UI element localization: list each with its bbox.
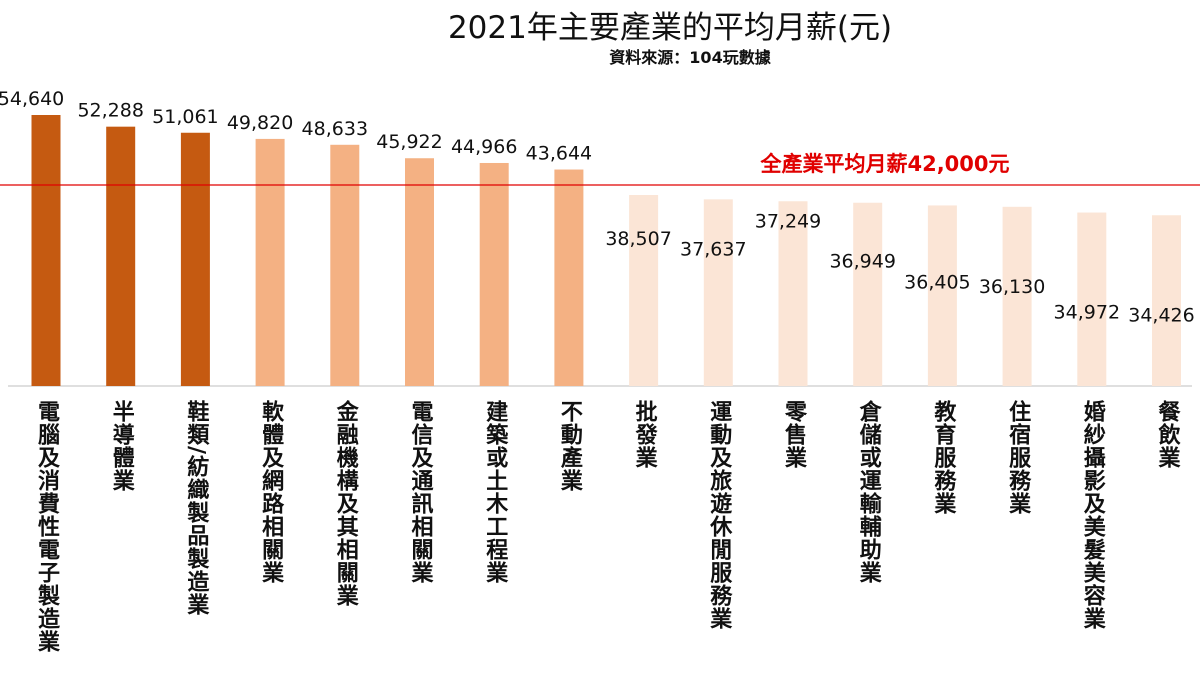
category-label: 建築或土木工程業 xyxy=(482,400,508,584)
bar xyxy=(1002,206,1032,386)
category-label: 不動產業 xyxy=(556,400,582,492)
category-label: 零售業 xyxy=(781,400,806,469)
bar xyxy=(330,144,360,386)
bar xyxy=(703,199,733,386)
data-label: 54,640 xyxy=(0,88,64,110)
bar xyxy=(479,162,509,386)
category-label: 餐飲業 xyxy=(1154,400,1180,469)
bar xyxy=(554,169,584,386)
category-label: 教育服務業 xyxy=(930,400,956,515)
average-reference-label: 全產業平均月薪42,000元 xyxy=(759,152,1009,176)
bar xyxy=(853,202,883,386)
bar xyxy=(106,126,136,387)
category-label: 批發業 xyxy=(631,400,657,469)
data-label: 36,405 xyxy=(904,271,970,293)
bar xyxy=(180,132,210,386)
data-label: 34,972 xyxy=(1054,302,1120,324)
data-label: 48,633 xyxy=(302,118,368,140)
category-label: 婚紗攝影及美髮美容業 xyxy=(1079,400,1105,630)
data-label: 36,130 xyxy=(979,276,1045,298)
category-label: 運動及旅遊休閒服務業 xyxy=(706,400,732,630)
data-label: 37,637 xyxy=(680,238,746,260)
category-label: 金融機構及其相關業 xyxy=(332,400,358,607)
bar xyxy=(927,205,957,386)
data-label: 49,820 xyxy=(227,112,293,134)
data-label: 43,644 xyxy=(526,143,592,165)
category-label: 住宿服務業 xyxy=(1005,400,1031,515)
category-label: 半導體業 xyxy=(108,400,134,492)
category-label: 軟體及網路相關業 xyxy=(258,400,284,584)
data-label: 38,507 xyxy=(605,228,671,250)
bar xyxy=(1152,215,1181,386)
chart-title: 2021年主要產業的平均月薪(元) xyxy=(447,10,893,46)
bar xyxy=(1077,212,1107,386)
bar xyxy=(405,158,434,386)
data-label: 52,288 xyxy=(77,100,143,122)
data-label: 44,966 xyxy=(451,136,517,158)
data-label: 36,949 xyxy=(829,251,895,273)
category-label: 倉儲或運輸輔助業 xyxy=(855,400,881,584)
chart-subtitle: 資料來源：104玩數據 xyxy=(609,48,771,67)
data-label: 45,922 xyxy=(376,131,442,153)
bar xyxy=(778,201,808,386)
bar xyxy=(629,195,659,386)
category-label: 電信及通訊相關業 xyxy=(407,400,433,584)
bar xyxy=(255,138,285,386)
data-label: 51,061 xyxy=(152,106,218,128)
data-label: 34,426 xyxy=(1128,304,1194,326)
category-label: 鞋類/紡織製品製造業 xyxy=(183,400,209,617)
bar xyxy=(31,115,61,386)
data-label: 37,249 xyxy=(755,210,821,232)
category-label: 電腦及消費性電子製造業 xyxy=(34,400,59,653)
